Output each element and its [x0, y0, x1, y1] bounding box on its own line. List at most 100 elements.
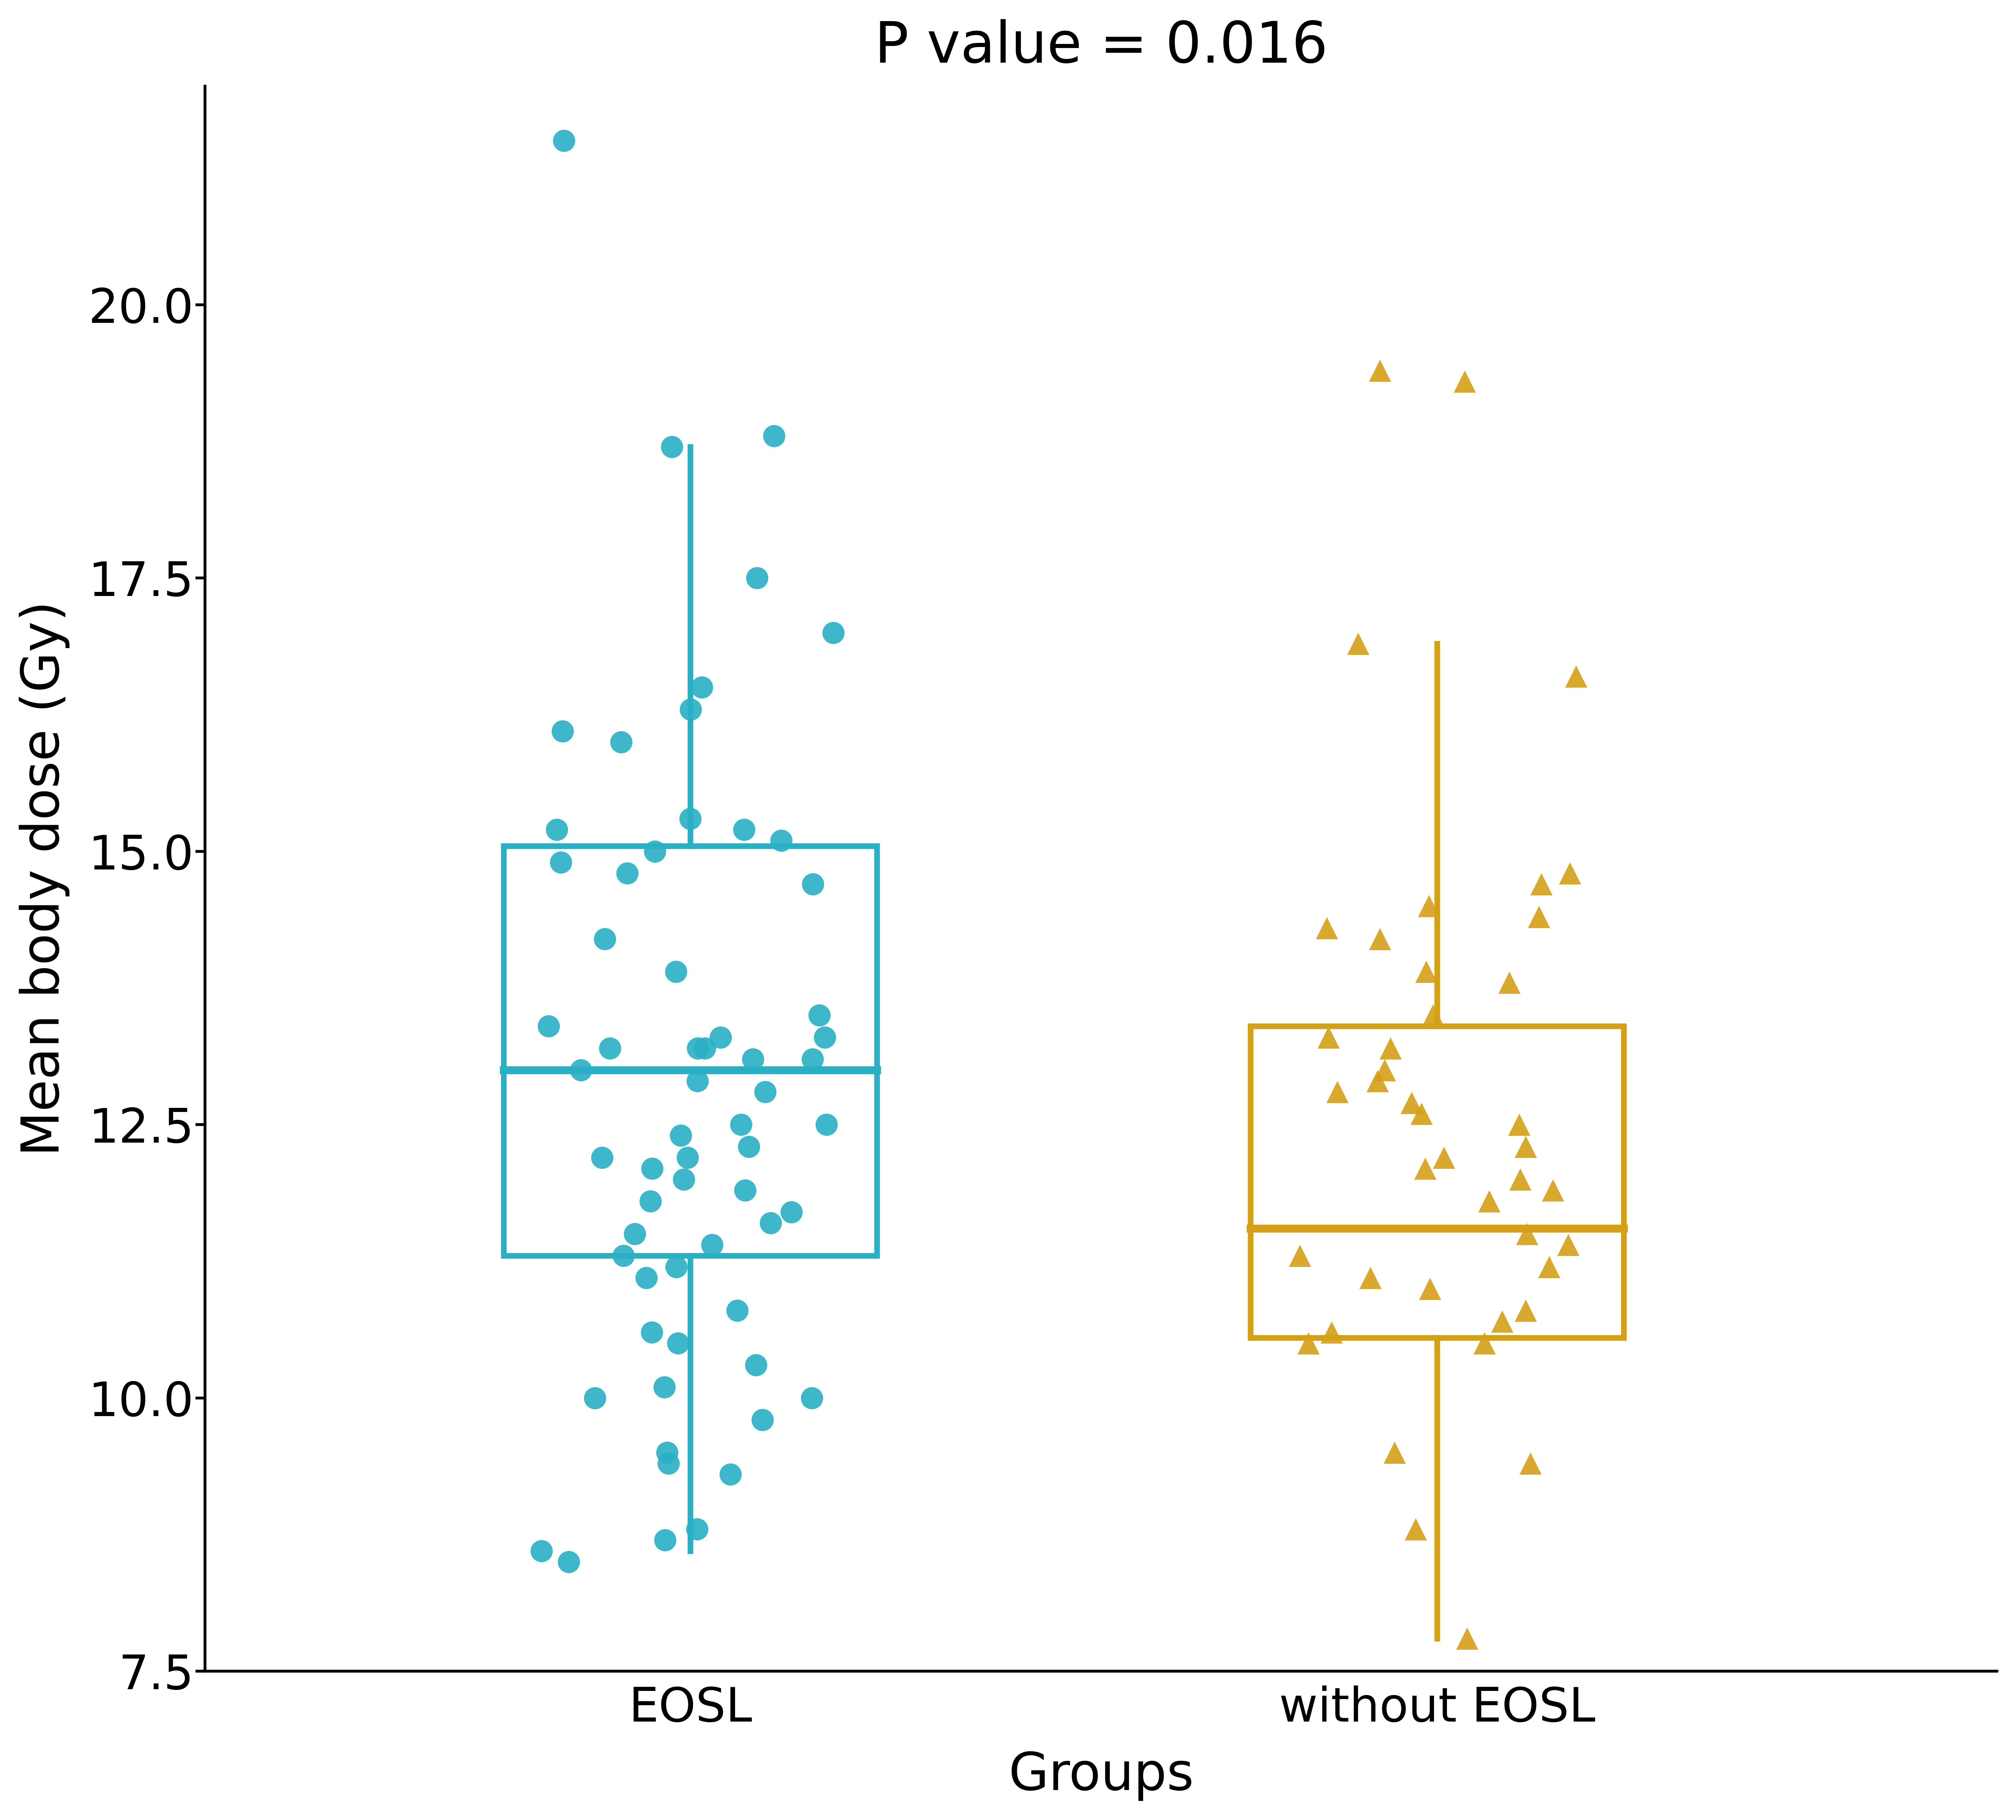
Point	[1363, 925, 1395, 954]
Point	[796, 1045, 829, 1074]
Point	[1514, 1449, 1546, 1478]
Point	[671, 1143, 704, 1172]
Point	[1409, 957, 1441, 986]
Point	[540, 815, 573, 844]
Bar	[504, 846, 877, 1256]
Point	[1355, 1263, 1387, 1292]
Point	[593, 1034, 625, 1063]
Point	[1510, 1219, 1542, 1249]
Point	[742, 564, 774, 593]
Point	[685, 673, 718, 703]
Point	[776, 1198, 808, 1227]
Point	[619, 1219, 651, 1249]
Point	[673, 804, 706, 834]
Point	[1554, 859, 1587, 888]
Point	[1405, 1099, 1437, 1128]
Point	[734, 1132, 766, 1161]
Point	[1536, 1176, 1568, 1205]
Point	[1361, 1067, 1393, 1096]
Point	[681, 1034, 714, 1063]
Point	[667, 1165, 700, 1194]
Point	[808, 1023, 841, 1052]
Point	[754, 1208, 786, 1238]
Point	[689, 1034, 722, 1063]
Point	[1510, 1132, 1542, 1161]
Point	[1427, 1143, 1460, 1172]
Point	[1292, 1329, 1325, 1358]
Point	[1494, 968, 1526, 997]
Point	[681, 1067, 714, 1096]
Point	[1312, 1023, 1345, 1052]
Point	[564, 1056, 597, 1085]
Point	[1452, 1623, 1484, 1653]
Y-axis label: Mean body dose (Gy): Mean body dose (Gy)	[18, 601, 71, 1156]
Point	[1369, 1056, 1401, 1085]
Point	[579, 1383, 611, 1412]
Point	[722, 1296, 754, 1325]
Point	[659, 1252, 691, 1281]
Point	[546, 717, 579, 746]
Point	[740, 1350, 772, 1380]
Point	[1320, 1077, 1353, 1107]
Point	[1504, 1165, 1536, 1194]
Point	[1409, 1154, 1441, 1183]
Point	[1474, 1187, 1506, 1216]
Point	[1532, 1252, 1564, 1281]
Point	[589, 925, 621, 954]
Point	[655, 433, 687, 462]
Point	[750, 1077, 782, 1107]
Point	[649, 1372, 681, 1401]
Point	[665, 1121, 698, 1150]
Point	[1375, 1034, 1407, 1063]
Point	[526, 1536, 558, 1565]
Point	[736, 1045, 768, 1074]
Point	[675, 695, 708, 724]
Point	[1504, 1110, 1536, 1139]
Point	[802, 1001, 835, 1030]
Point	[653, 1449, 685, 1478]
Point	[1365, 357, 1397, 386]
Point	[1522, 903, 1554, 932]
Point	[605, 728, 637, 757]
Point	[552, 1547, 585, 1576]
Point	[1343, 630, 1375, 659]
Point	[1379, 1438, 1411, 1467]
Point	[1468, 1329, 1500, 1358]
Point	[1395, 1088, 1427, 1117]
Bar	[1250, 1026, 1623, 1338]
Point	[1399, 1514, 1431, 1543]
Point	[548, 126, 581, 155]
Point	[1284, 1241, 1316, 1270]
Point	[1413, 1274, 1445, 1303]
Point	[730, 1176, 762, 1205]
Point	[1552, 1230, 1585, 1259]
Point	[639, 837, 671, 866]
Point	[696, 1230, 728, 1259]
Point	[631, 1263, 663, 1292]
Point	[1413, 892, 1445, 921]
Point	[704, 1023, 736, 1052]
Point	[587, 1143, 619, 1172]
Point	[810, 1110, 843, 1139]
Point	[659, 957, 691, 986]
Point	[544, 848, 577, 877]
Point	[635, 1318, 667, 1347]
Point	[607, 1241, 639, 1270]
Point	[1560, 662, 1593, 692]
Point	[1450, 368, 1482, 397]
Title: P value = 0.016: P value = 0.016	[875, 18, 1329, 75]
Point	[714, 1460, 746, 1489]
Point	[796, 1383, 829, 1412]
Point	[681, 1514, 714, 1543]
Point	[637, 1154, 669, 1183]
Point	[728, 815, 760, 844]
Point	[746, 1405, 778, 1434]
Point	[649, 1525, 681, 1554]
Point	[651, 1438, 683, 1467]
Point	[1316, 1318, 1349, 1347]
Point	[661, 1329, 694, 1358]
Point	[532, 1012, 564, 1041]
Point	[611, 859, 643, 888]
Point	[758, 422, 790, 451]
Point	[1310, 914, 1343, 943]
